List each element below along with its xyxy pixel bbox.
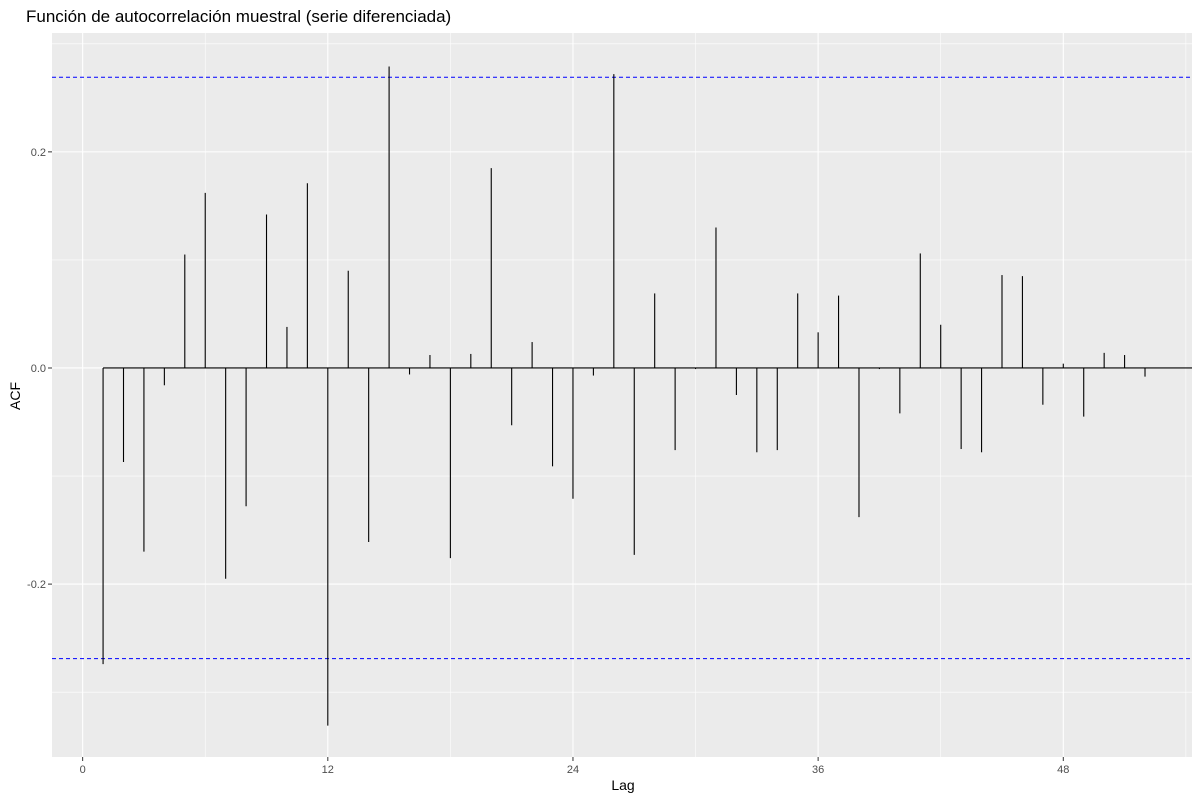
chart-title: Función de autocorrelación muestral (ser… <box>26 7 451 26</box>
x-tick-label: 48 <box>1057 764 1069 776</box>
plot-panel <box>52 33 1192 757</box>
acf-bars <box>102 66 1192 726</box>
y-tick-label: 0.0 <box>31 363 46 375</box>
x-tick-label: 24 <box>567 764 579 776</box>
x-axis-ticks: 0 12 24 36 48 <box>80 757 1069 776</box>
y-tick-label: 0.2 <box>31 147 46 159</box>
grid-lines <box>52 33 1192 757</box>
confidence-bands <box>52 76 1192 660</box>
x-axis-title: Lag <box>611 777 634 793</box>
x-tick-label: 36 <box>812 764 824 776</box>
y-tick-label: -0.2 <box>27 579 46 591</box>
x-tick-label: 12 <box>322 764 334 776</box>
x-tick-label: 0 <box>80 764 86 776</box>
y-axis-ticks: -0.2 0.0 0.2 <box>27 147 52 591</box>
y-axis-title: ACF <box>7 382 23 410</box>
